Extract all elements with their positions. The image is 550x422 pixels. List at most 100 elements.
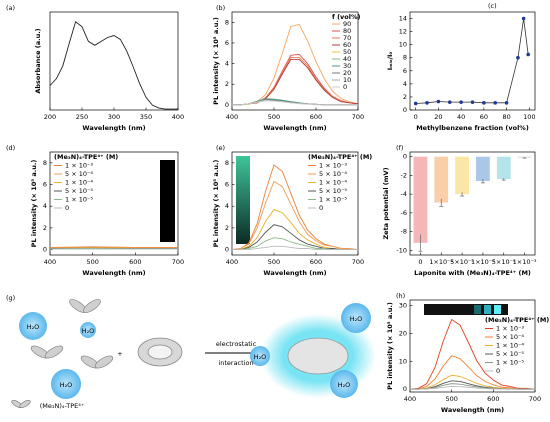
panel-label: (e): [216, 144, 225, 152]
y-tick-label: 4: [43, 202, 47, 210]
panel-label: (d): [6, 144, 15, 152]
y-tick-label: 2: [225, 80, 229, 88]
x-tick-label: 400: [404, 395, 416, 403]
x-tick-label: 200: [44, 113, 56, 121]
x-tick-label: 1×10⁻⁵: [429, 258, 453, 266]
y-tick-label: -2: [401, 171, 407, 179]
data-point: [470, 100, 475, 104]
water-label: H₂O: [338, 381, 351, 389]
legend-label: 5 × 10⁻⁵: [65, 187, 93, 195]
data-point: [521, 16, 526, 21]
y-tick-label: 0: [403, 106, 407, 114]
y-tick-label: 2: [43, 224, 47, 232]
data-point: [516, 55, 520, 60]
connecting-line: [415, 18, 529, 104]
x-tick-label: 600: [487, 395, 499, 403]
y-tick-label: 0: [225, 101, 229, 109]
y-tick-label: -6: [401, 209, 407, 217]
plot-frame: [231, 151, 359, 256]
panel-label: (h): [396, 292, 405, 300]
water-label: H₂O: [350, 315, 363, 323]
water-label: H₂O: [82, 327, 95, 335]
data-line: [232, 100, 358, 106]
legend-label: 5 × 10⁻⁴: [65, 170, 93, 178]
bar: [455, 156, 469, 195]
x-tick-label: 1×10⁻³: [513, 258, 537, 266]
y-tick-label: 0: [403, 385, 407, 393]
data-line: [231, 180, 359, 251]
panel-label: (c): [488, 2, 497, 10]
bar: [476, 156, 490, 182]
x-axis-label: Wavelength (nm): [82, 269, 145, 277]
sample-photo: [236, 156, 250, 244]
y-tick-label: 30: [399, 302, 407, 310]
x-axis-label: Wavelength (nm): [441, 406, 504, 414]
x-tick-label: 5×10⁻⁵: [450, 258, 474, 266]
data-point: [413, 101, 418, 106]
x-tick-label: 250: [76, 113, 88, 121]
y-axis-label: Zeta potential (mV): [382, 167, 390, 239]
y-tick-label: 8: [43, 159, 47, 167]
legend-title: (Me₃N)₄-TPE⁴⁺ (M): [485, 316, 549, 324]
legend-label: 1 × 10⁻⁵: [496, 359, 524, 367]
y-axis-label: PL intensity (× 10⁵ a.u.): [30, 160, 38, 248]
y-tick-label: 20: [399, 329, 407, 337]
x-tick-label: 400: [172, 113, 184, 121]
y-axis-label: PL intensity (× 10⁵ a.u.): [212, 160, 220, 248]
data-line: [49, 246, 178, 248]
data-line: [410, 385, 535, 390]
legend-label: 80: [343, 27, 351, 35]
laponite: [137, 337, 183, 367]
sample-photo: [424, 304, 508, 315]
y-tick-label: 6: [225, 181, 229, 189]
y-tick-label: 6: [43, 181, 47, 189]
bar: [413, 156, 428, 243]
legend-label: 1 × 10⁻³: [319, 162, 347, 170]
x-tick-label: 350: [140, 113, 152, 121]
y-tick-label: 4: [225, 202, 229, 210]
legend-title: (Me₃N)₄-TPE⁴⁺ (M): [54, 153, 118, 161]
y-tick-label: -10: [396, 246, 407, 254]
legend-label: 0: [343, 83, 347, 91]
x-tick-label: 500: [268, 258, 280, 266]
bar: [496, 156, 511, 180]
x-tick-label: 0: [414, 113, 418, 121]
laponite: [287, 337, 349, 375]
x-tick-label: 600: [310, 258, 322, 266]
x-tick-label: 500: [268, 113, 280, 121]
x-tick-label: 700: [172, 258, 184, 266]
x-tick-label: 600: [310, 113, 322, 121]
legend-label: 1 × 10⁻⁴: [65, 179, 93, 187]
x-tick-label: 1×10⁻⁴: [471, 258, 495, 266]
legend-label: 1 × 10⁻⁴: [496, 342, 524, 350]
data-line: [409, 355, 536, 390]
legend-label: 10: [343, 76, 351, 84]
legend-label: 50: [343, 48, 351, 56]
y-tick-label: 4: [403, 80, 407, 88]
y-tick-label: -8: [401, 228, 407, 236]
panel-label: (g): [6, 294, 15, 302]
x-tick-label: 700: [529, 395, 541, 403]
data-point: [504, 101, 509, 105]
y-tick-label: 8: [403, 54, 407, 62]
data-line: [410, 374, 535, 390]
x-axis-label: Laponite with (Me₃N)₄-TPE⁴⁺ (M): [414, 269, 531, 277]
y-tick-label: 6: [403, 67, 407, 75]
legend-label: 1 × 10⁻³: [65, 162, 93, 170]
data-line: [232, 224, 358, 251]
x-tick-label: 600: [129, 258, 141, 266]
legend-label: 5 × 10⁻⁵: [496, 350, 524, 358]
x-tick-label: 400: [226, 113, 238, 121]
data-line: [232, 208, 358, 251]
data-point: [436, 99, 441, 104]
legend-label: 40: [343, 55, 351, 63]
data-point: [482, 101, 486, 105]
legend-label: 0: [319, 204, 323, 212]
x-tick-label: 20: [434, 113, 442, 121]
arrow-label: electrostatic: [216, 340, 257, 348]
data-line: [49, 21, 178, 110]
y-tick-label: 12: [399, 28, 407, 36]
plot-frame: [409, 151, 536, 256]
y-axis-label: PL intensity (× 10⁵ a.u.): [212, 17, 220, 105]
